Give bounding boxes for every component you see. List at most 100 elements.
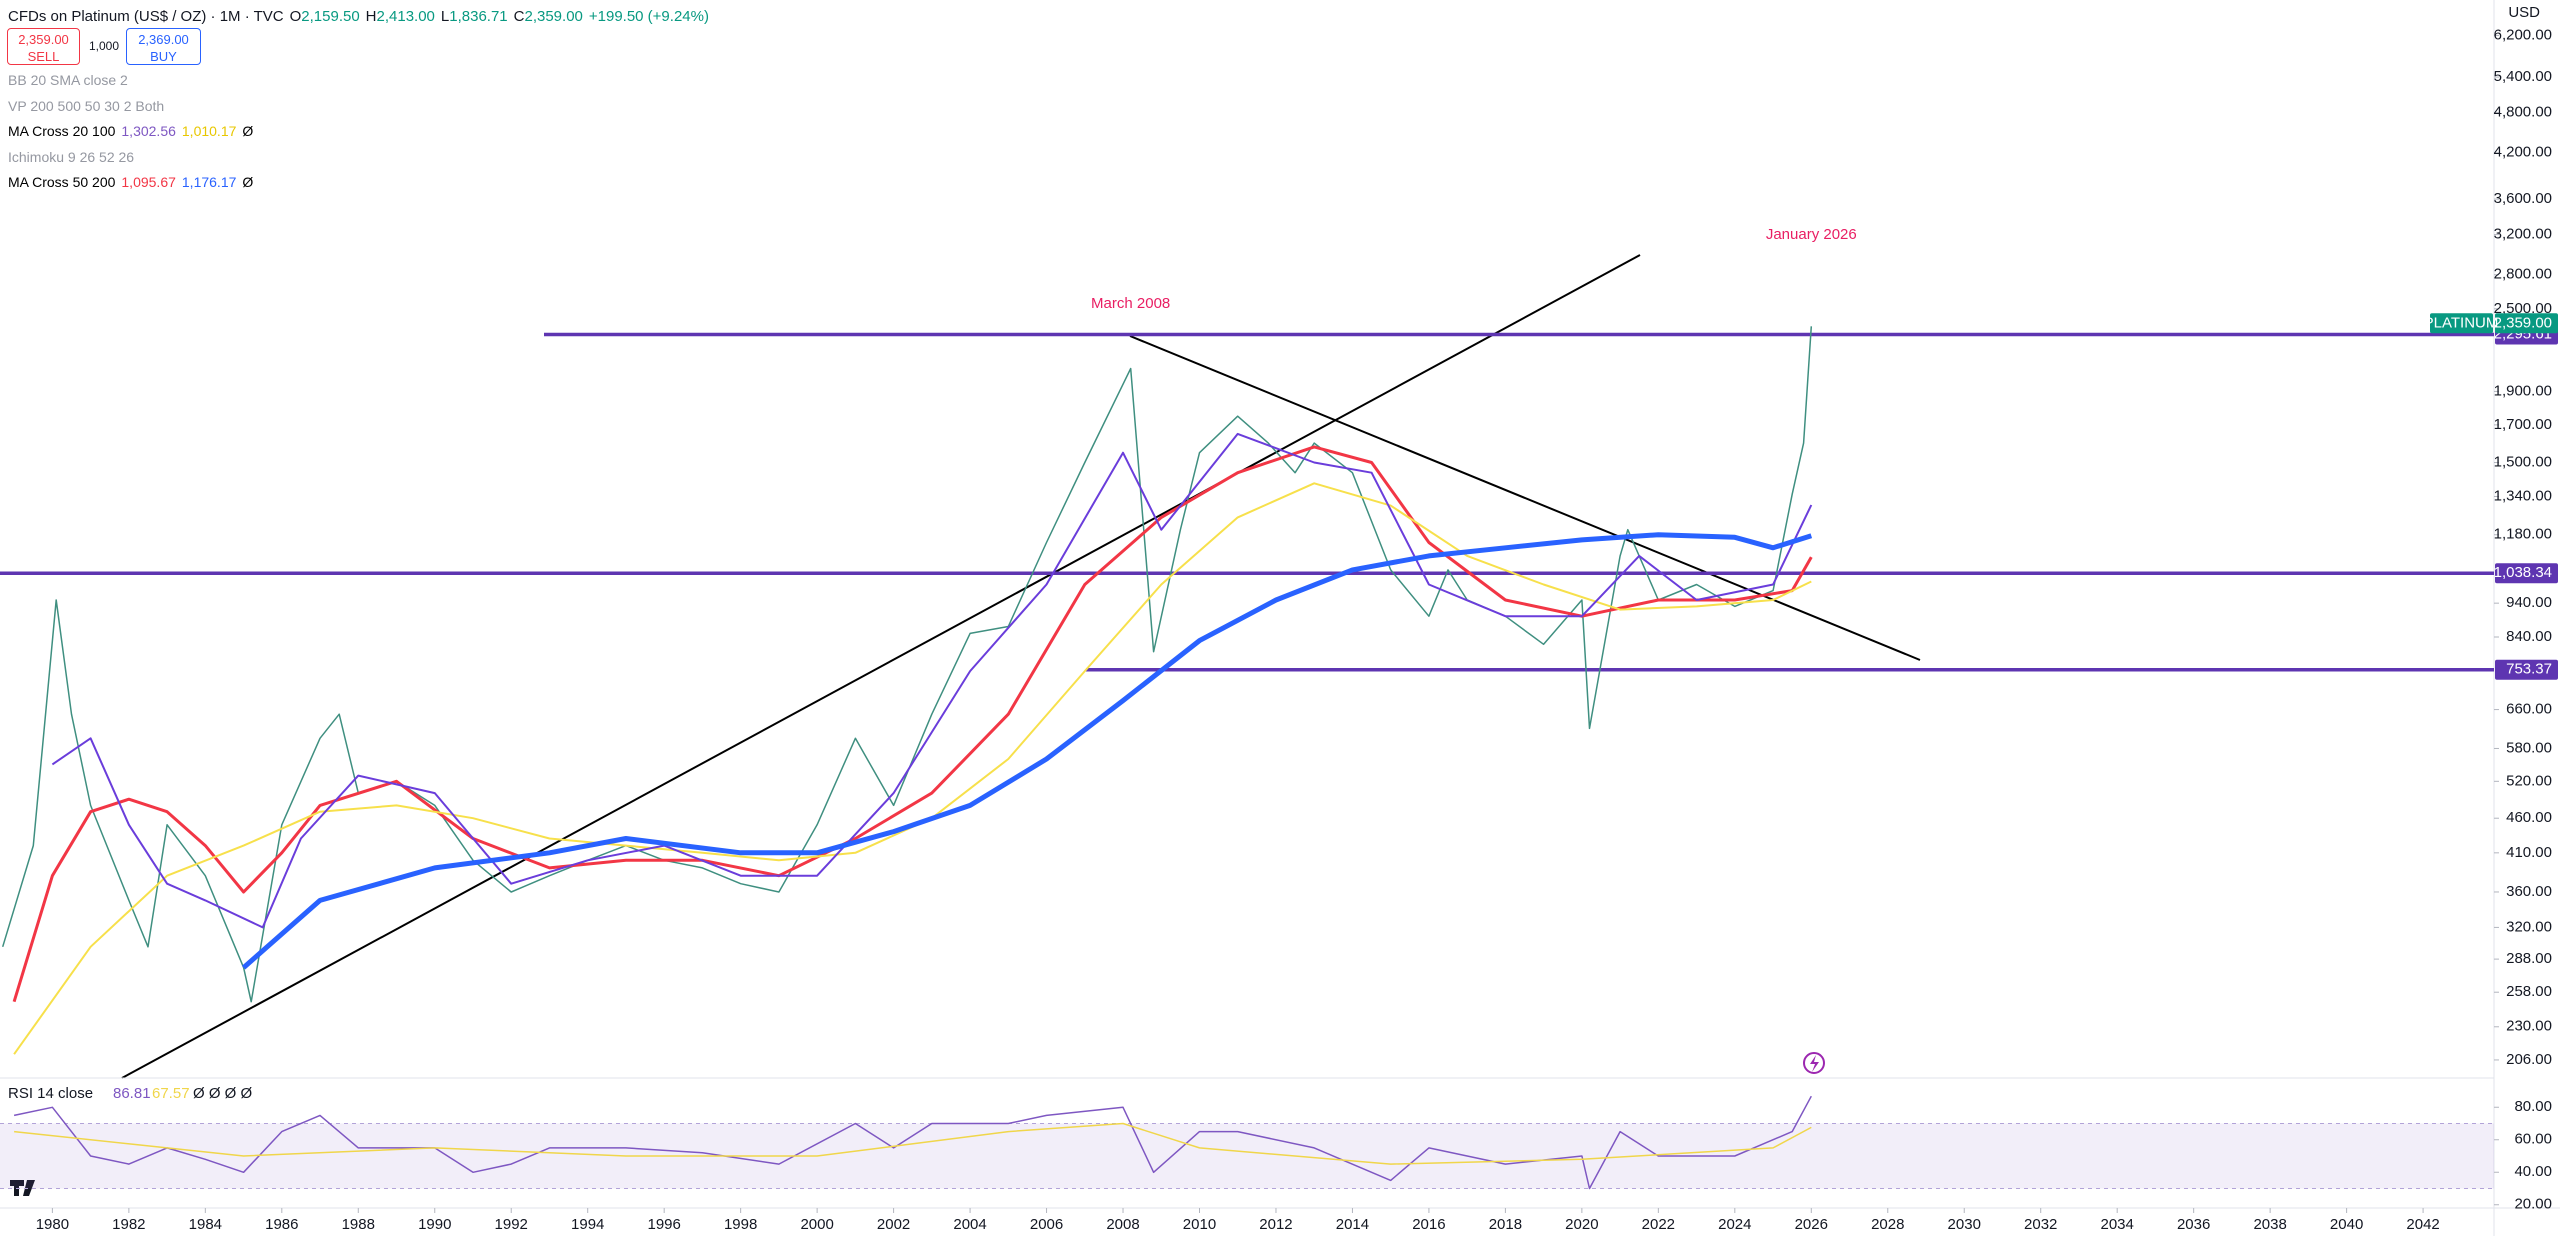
y-tick-label: 80.00 xyxy=(2514,1098,2552,1115)
indicator: MA Cross 50 200 1,095.67 1,176.17 Ø xyxy=(8,170,253,196)
header: CFDs on Platinum (US$ / OZ) · 1M · TVC O2… xyxy=(8,4,709,29)
y-tick-label: 580.00 xyxy=(2506,739,2552,756)
y-tick-label: 660.00 xyxy=(2506,701,2552,718)
y-tick-label: 40.00 xyxy=(2514,1163,2552,1180)
buy-price: 2,369.00 xyxy=(138,32,189,47)
y-tick-label: 940.00 xyxy=(2506,594,2552,611)
y-tick-label: 1,900.00 xyxy=(2494,382,2552,399)
rsi-value: 67.57 xyxy=(152,1085,190,1102)
series-line xyxy=(13,482,1812,1055)
indicator-name: BB 20 SMA close 2 xyxy=(8,72,128,88)
x-tick-label: 1998 xyxy=(724,1216,757,1233)
indicator-legend: BB 20 SMA close 2 VP 200 500 50 30 2 Both… xyxy=(8,68,253,196)
event-icon-bolt xyxy=(1810,1055,1819,1072)
x-tick-label: 2034 xyxy=(2101,1216,2134,1233)
y-tick-label: 3,600.00 xyxy=(2494,190,2552,207)
y-tick-label: 460.00 xyxy=(2506,809,2552,826)
x-tick-label: 2040 xyxy=(2330,1216,2363,1233)
symbol-row: CFDs on Platinum (US$ / OZ) · 1M · TVC O2… xyxy=(8,4,709,29)
rsi-title: RSI 14 close xyxy=(8,1085,93,1102)
x-tick-label: 2008 xyxy=(1106,1216,1139,1233)
y-tick-label: 1,340.00 xyxy=(2494,487,2552,504)
ohlc-value: 1,836.71 xyxy=(449,8,508,25)
y-tick-label: 230.00 xyxy=(2506,1018,2552,1035)
sell-label: SELL xyxy=(27,49,60,64)
indicator-name: VP 200 500 50 30 2 Both xyxy=(8,97,165,114)
y-tick-label: 360.00 xyxy=(2506,883,2552,900)
x-tick-label: 2030 xyxy=(1948,1216,1981,1233)
symbol: CFDs on Platinum (US$ / OZ) · 1M · TVC xyxy=(8,8,284,25)
x-tick-label: 1984 xyxy=(189,1216,222,1233)
quantity[interactable]: 1,000 xyxy=(88,39,120,53)
y-tick-label: 2,800.00 xyxy=(2494,266,2552,283)
series-line xyxy=(51,432,1813,929)
x-tick-label: 2000 xyxy=(800,1216,833,1233)
symbol-tag xyxy=(2430,313,2493,334)
series-line xyxy=(1,326,1813,1003)
annotation: January 2026 xyxy=(1766,226,1857,243)
logo xyxy=(10,1180,35,1196)
x-tick-label: 1990 xyxy=(418,1216,451,1233)
x-tick-label: 1994 xyxy=(571,1216,604,1233)
indicator-suffix: Ø xyxy=(242,123,254,139)
y-tick-label: 2,500.00 xyxy=(2494,300,2552,317)
x-tick-label: 2014 xyxy=(1336,1216,1369,1233)
y-tick-label: 1,700.00 xyxy=(2494,416,2552,433)
x-tick-label: 2042 xyxy=(2406,1216,2439,1233)
y-tick-label: 320.00 xyxy=(2506,918,2552,935)
indicator: Ichimoku 9 26 52 26 xyxy=(8,145,253,171)
y-tick-label: 1,180.00 xyxy=(2494,526,2552,543)
x-tick-label: 2016 xyxy=(1412,1216,1445,1233)
y-tick-label: 60.00 xyxy=(2514,1131,2552,1148)
x-tick-label: 2036 xyxy=(2177,1216,2210,1233)
x-tick-label: 1988 xyxy=(342,1216,375,1233)
x-tick-label: 2022 xyxy=(1642,1216,1675,1233)
indicator-value: 1,010.17 xyxy=(181,123,237,139)
x-tick-label: 2004 xyxy=(953,1216,986,1233)
x-tick-label: 1980 xyxy=(36,1216,69,1233)
indicator-value: 1,095.67 xyxy=(121,174,176,190)
series-line xyxy=(241,532,1813,970)
ohlc-value: 2,413.00 xyxy=(376,8,435,25)
x-tick-label: 2002 xyxy=(877,1216,910,1233)
trend-line xyxy=(1129,335,1921,661)
price-tag-label: 2,359.00 xyxy=(2494,314,2552,331)
price-tag xyxy=(2495,313,2558,334)
indicator-name: Ichimoku 9 26 52 26 xyxy=(8,148,135,165)
y-tick-label: 410.00 xyxy=(2506,844,2552,861)
x-tick-label: 2028 xyxy=(1871,1216,1904,1233)
level-tag xyxy=(2495,659,2558,680)
indicator: BB 20 SMA close 2 xyxy=(8,68,253,94)
x-tick-label: 2026 xyxy=(1795,1216,1828,1233)
y-tick-label: 3,200.00 xyxy=(2494,226,2552,243)
y-tick-label: 206.00 xyxy=(2506,1051,2552,1068)
indicator-value: 1,176.17 xyxy=(181,174,237,190)
x-tick-label: 2024 xyxy=(1718,1216,1751,1233)
sell-price: 2,359.00 xyxy=(18,32,69,47)
change: +199.50 (+9.24%) xyxy=(588,8,709,25)
x-tick-label: 2006 xyxy=(1030,1216,1063,1233)
y-tick-label: 1,500.00 xyxy=(2494,454,2552,471)
series-line xyxy=(12,445,1813,1003)
buy-button[interactable]: 2,369.00 BUY xyxy=(126,28,201,65)
trend-line xyxy=(121,254,1641,1079)
x-tick-label: 1996 xyxy=(647,1216,680,1233)
rsi-value: 86.81 xyxy=(113,1085,151,1102)
sell-button[interactable]: 2,359.00 SELL xyxy=(7,28,80,65)
event-icon[interactable] xyxy=(1803,1052,1825,1074)
buy-label: BUY xyxy=(150,49,177,64)
y-tick-label: 520.00 xyxy=(2506,772,2552,789)
level-tag xyxy=(2495,563,2558,584)
y-tick-label: 258.00 xyxy=(2506,983,2552,1000)
level-tag-label: 1,038.34 xyxy=(2494,564,2552,581)
x-tick-label: 2018 xyxy=(1489,1216,1522,1233)
series-line xyxy=(13,1095,1812,1190)
series-line xyxy=(14,1122,1812,1165)
x-tick-label: 2032 xyxy=(2024,1216,2057,1233)
indicator-value: 1,302.56 xyxy=(121,123,176,139)
annotation: March 2008 xyxy=(1091,295,1170,312)
ohlc-key: H xyxy=(365,8,377,25)
ohlc-value: 2,159.50 xyxy=(301,8,360,25)
